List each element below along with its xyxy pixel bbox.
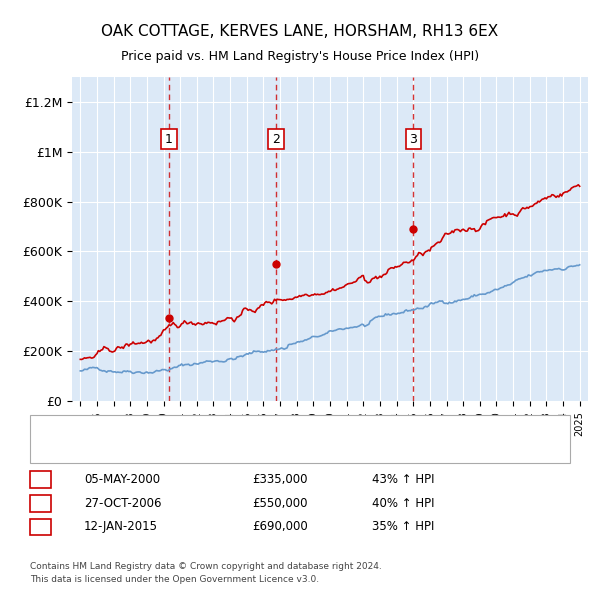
- Text: £335,000: £335,000: [252, 473, 308, 486]
- Text: 35% ↑ HPI: 35% ↑ HPI: [372, 520, 434, 533]
- Text: 2: 2: [272, 133, 280, 146]
- Text: 3: 3: [409, 133, 417, 146]
- Text: 40% ↑ HPI: 40% ↑ HPI: [372, 497, 434, 510]
- Text: £690,000: £690,000: [252, 520, 308, 533]
- Text: £550,000: £550,000: [252, 497, 308, 510]
- Text: 2: 2: [37, 497, 44, 510]
- Text: 12-JAN-2015: 12-JAN-2015: [84, 520, 158, 533]
- Text: 27-OCT-2006: 27-OCT-2006: [84, 497, 161, 510]
- Text: OAK COTTAGE, KERVES LANE, HORSHAM, RH13 6EX: OAK COTTAGE, KERVES LANE, HORSHAM, RH13 …: [101, 24, 499, 38]
- Text: 05-MAY-2000: 05-MAY-2000: [84, 473, 160, 486]
- Text: OAK COTTAGE, KERVES LANE, HORSHAM, RH13 6EX (detached house): OAK COTTAGE, KERVES LANE, HORSHAM, RH13 …: [72, 423, 437, 433]
- Text: HPI: Average price, detached house, Horsham: HPI: Average price, detached house, Hors…: [72, 445, 312, 455]
- Text: ——: ——: [45, 421, 73, 435]
- Text: Price paid vs. HM Land Registry's House Price Index (HPI): Price paid vs. HM Land Registry's House …: [121, 50, 479, 63]
- Text: 43% ↑ HPI: 43% ↑ HPI: [372, 473, 434, 486]
- Text: 1: 1: [165, 133, 173, 146]
- Text: This data is licensed under the Open Government Licence v3.0.: This data is licensed under the Open Gov…: [30, 575, 319, 584]
- Text: 3: 3: [37, 520, 44, 533]
- Text: 1: 1: [37, 473, 44, 486]
- Text: ——: ——: [45, 442, 73, 457]
- Text: Contains HM Land Registry data © Crown copyright and database right 2024.: Contains HM Land Registry data © Crown c…: [30, 562, 382, 571]
